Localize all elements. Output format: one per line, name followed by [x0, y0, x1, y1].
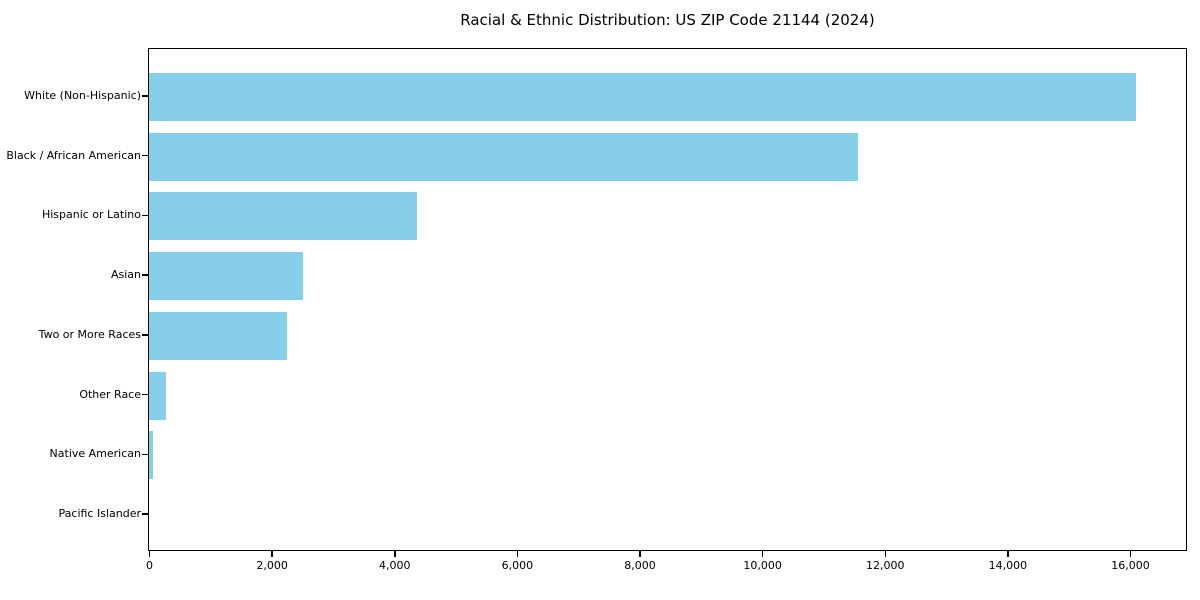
bar-hispanic-or-latino	[149, 192, 417, 241]
y-tick-mark	[142, 214, 148, 217]
y-tick-mark	[142, 334, 148, 336]
y-tick-label: Native American	[49, 447, 141, 461]
x-tick-label: 16,000	[1111, 559, 1150, 572]
x-tick-label: 2,000	[256, 559, 288, 572]
x-tick-label: 14,000	[988, 559, 1028, 572]
y-tick-label: Pacific Islander	[58, 506, 141, 520]
x-tick-mark	[761, 551, 764, 557]
y-tick-mark	[142, 393, 148, 396]
y-tick-mark	[142, 95, 148, 97]
x-tick-label: 8,000	[624, 559, 656, 572]
x-tick-mark	[271, 551, 273, 557]
x-tick-label: 0	[146, 559, 153, 572]
y-tick-mark	[142, 513, 148, 515]
chart-title: Racial & Ethnic Distribution: US ZIP Cod…	[460, 11, 875, 29]
x-tick-mark	[639, 551, 641, 557]
y-tick-label: White (Non-Hispanic)	[24, 89, 141, 102]
y-tick-mark	[142, 453, 148, 456]
y-tick-label: Two or More Races	[38, 327, 141, 341]
bar-other-race	[149, 371, 167, 420]
x-tick-mark	[1007, 551, 1009, 557]
y-tick-label: Hispanic or Latino	[41, 208, 141, 222]
x-tick-mark	[516, 551, 519, 557]
y-tick-mark	[142, 274, 148, 276]
x-tick-mark	[394, 551, 396, 557]
x-tick-label: 6,000	[501, 559, 534, 572]
x-tick-mark	[148, 551, 151, 557]
x-tick-label: 4,000	[379, 559, 411, 572]
y-tick-mark	[142, 154, 148, 157]
plot-area	[148, 48, 1187, 551]
y-tick-label: Black / African American	[6, 148, 141, 162]
bar-black-african-american	[149, 132, 858, 181]
bar-asian	[149, 252, 303, 301]
x-tick-label: 12,000	[866, 559, 905, 572]
y-tick-label: Other Race	[79, 387, 141, 401]
bar-white-non-hispanic	[149, 73, 1136, 121]
y-tick-label: Asian	[110, 268, 141, 282]
x-tick-mark	[1129, 551, 1132, 557]
x-tick-label: 10,000	[743, 559, 782, 572]
x-tick-mark	[884, 551, 887, 557]
bar-native-american	[149, 431, 153, 480]
bar-two-or-more-races	[149, 311, 287, 360]
